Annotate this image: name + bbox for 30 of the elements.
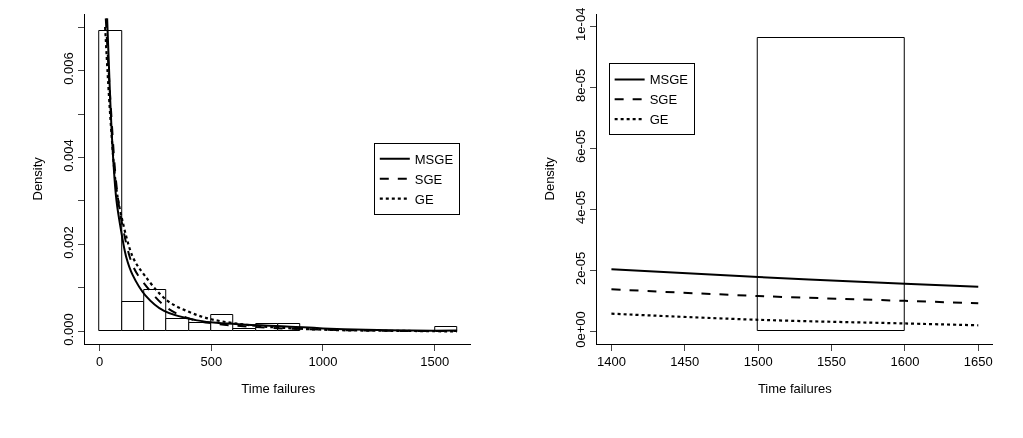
x-tick-label: 1500 — [420, 354, 450, 370]
y-tick-label: 6e-05 — [572, 129, 588, 163]
y-tick-label: 4e-05 — [572, 190, 588, 224]
y-tick-label: 8e-05 — [572, 68, 588, 102]
y-tick-label: 0.002 — [61, 226, 77, 259]
y-tick-label: 0e+00 — [572, 311, 588, 348]
x-axis-title: Time failures — [241, 380, 316, 396]
y-axis-title: Density — [541, 156, 557, 201]
x-tick-label: 1600 — [890, 354, 920, 370]
y-axis-title: Density — [29, 156, 45, 201]
y-tick-label: 0.006 — [61, 52, 77, 85]
x-tick-label: 1000 — [308, 354, 338, 370]
y-tick-label: 0.004 — [61, 139, 77, 172]
legend-label: GE — [649, 112, 669, 128]
x-tick-label: 1450 — [670, 354, 700, 370]
legend-label: MSGE — [649, 72, 689, 88]
y-tick-label: 0.000 — [61, 313, 77, 346]
legend-label: GE — [414, 191, 434, 207]
x-tick-label: 1500 — [743, 354, 773, 370]
x-tick-label: 1400 — [596, 354, 626, 370]
x-axis-title: Time failures — [757, 380, 833, 396]
x-tick-label: 1550 — [817, 354, 846, 370]
legend-label: SGE — [414, 171, 443, 187]
x-tick-label: 500 — [200, 354, 223, 370]
legend-label: MSGE — [414, 151, 454, 167]
y-tick-label: 1e-04 — [572, 7, 588, 41]
y-tick-label: 2e-05 — [572, 251, 588, 286]
legend-label: SGE — [649, 92, 678, 108]
x-tick-label: 0 — [95, 354, 104, 370]
x-tick-label: 1650 — [963, 354, 993, 370]
